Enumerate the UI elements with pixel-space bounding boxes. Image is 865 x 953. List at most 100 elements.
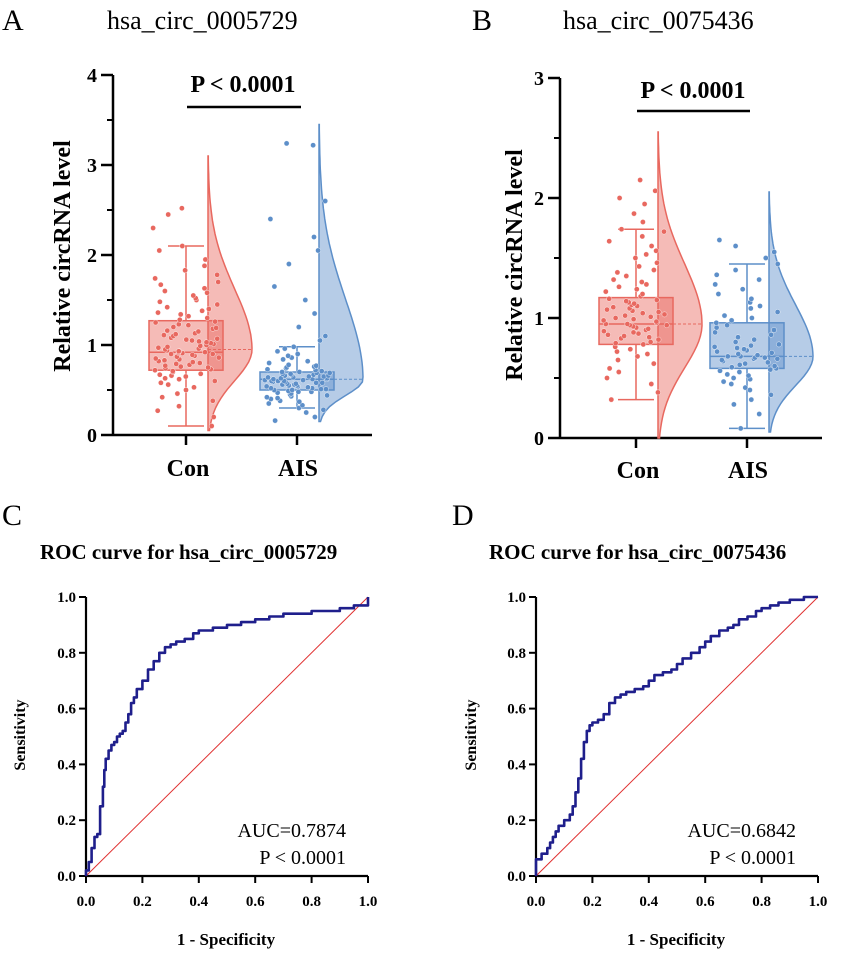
data-point	[768, 391, 774, 398]
x-tick-label: 0.8	[302, 894, 321, 910]
data-point	[270, 376, 277, 383]
data-point	[606, 295, 612, 302]
data-point	[164, 343, 171, 350]
data-point	[185, 313, 192, 320]
data-point	[201, 285, 208, 292]
data-point	[162, 288, 168, 294]
data-point	[154, 407, 161, 414]
data-point	[616, 195, 623, 201]
data-point	[263, 383, 270, 390]
data-point	[731, 401, 737, 408]
data-point	[719, 357, 725, 363]
data-point	[741, 346, 747, 353]
data-point	[212, 318, 218, 325]
y-tick-label: 0.4	[57, 757, 76, 773]
data-point	[639, 233, 646, 240]
data-point	[748, 342, 754, 349]
data-point	[748, 295, 755, 302]
data-point	[713, 319, 720, 326]
data-point	[303, 409, 310, 416]
data-point	[210, 414, 217, 420]
data-point	[157, 281, 164, 288]
data-point	[605, 331, 611, 338]
data-point	[711, 343, 718, 350]
data-point	[618, 226, 625, 232]
panel-letter-a: A	[2, 4, 24, 37]
data-point	[152, 319, 159, 326]
data-point	[305, 373, 312, 380]
data-point	[663, 322, 670, 329]
data-point	[639, 310, 646, 317]
y-tick-label: 3	[87, 155, 97, 177]
data-point	[652, 187, 659, 194]
roc-curve	[84, 597, 370, 876]
data-point	[323, 386, 329, 392]
data-point	[312, 414, 318, 420]
data-point	[318, 368, 325, 374]
data-point	[170, 324, 177, 330]
data-point	[636, 263, 642, 270]
data-point	[313, 362, 320, 369]
y-tick-label: 0.2	[57, 813, 76, 829]
panel-letter-d: D	[452, 499, 474, 532]
data-point	[713, 324, 720, 331]
data-point	[204, 315, 211, 321]
data-point	[717, 367, 723, 374]
data-point	[161, 357, 168, 364]
data-point	[159, 394, 165, 401]
data-point	[209, 351, 216, 357]
y-tick-label: 0.6	[507, 702, 526, 718]
data-point	[176, 403, 182, 410]
data-point	[152, 355, 159, 362]
y-tick-label: 2	[534, 188, 544, 210]
data-point	[304, 358, 311, 365]
data-point	[756, 276, 762, 283]
y-tick-label: 1	[87, 335, 97, 357]
data-point	[190, 292, 197, 299]
data-point	[290, 343, 297, 350]
x-tick-label: 0.6	[696, 894, 715, 910]
data-point	[654, 297, 660, 303]
data-point	[191, 384, 197, 391]
data-point	[767, 366, 774, 373]
data-point	[320, 373, 327, 380]
panel-c-x-axis-label: 1 - Specificity	[177, 930, 276, 949]
data-point	[724, 371, 731, 378]
data-point	[177, 363, 184, 370]
reference-diagonal	[85, 596, 369, 877]
data-point	[175, 348, 182, 355]
panel-d-p-value: P < 0.0001	[709, 847, 796, 869]
data-point	[295, 388, 302, 395]
data-point	[296, 369, 303, 375]
data-point	[156, 247, 163, 254]
data-point	[265, 374, 271, 381]
data-point	[768, 349, 775, 356]
data-point	[295, 324, 302, 330]
y-tick-label: 1.0	[507, 590, 526, 606]
panel-a-title: hsa_circ_0005729	[107, 6, 298, 35]
panel-b: B hsa_circ_0075436 Relative circRNA leve…	[472, 4, 822, 484]
data-point	[157, 298, 163, 305]
data-point	[655, 336, 662, 343]
panel-d-y-axis-label: Sensitivity	[463, 699, 480, 770]
y-tick-label: 0.6	[57, 702, 76, 718]
data-point	[293, 380, 299, 387]
data-point	[152, 367, 158, 374]
data-point	[206, 306, 212, 312]
data-point	[203, 339, 210, 346]
reference-diagonal	[535, 596, 819, 877]
data-point	[195, 328, 202, 335]
panel-b-y-axis-label: Relative circRNA level	[502, 149, 528, 381]
panel-b-title: hsa_circ_0075436	[563, 6, 754, 35]
y-tick-label: 2	[87, 245, 97, 267]
data-point	[305, 384, 311, 391]
data-point	[214, 335, 221, 342]
data-point	[294, 351, 301, 357]
data-point	[735, 351, 742, 357]
panel-d-x-axis-label: 1 - Specificity	[627, 930, 726, 949]
y-tick-label: 0.2	[507, 813, 526, 829]
data-point	[324, 392, 330, 399]
data-point	[214, 301, 221, 308]
data-point	[179, 243, 186, 249]
data-point	[318, 386, 324, 392]
